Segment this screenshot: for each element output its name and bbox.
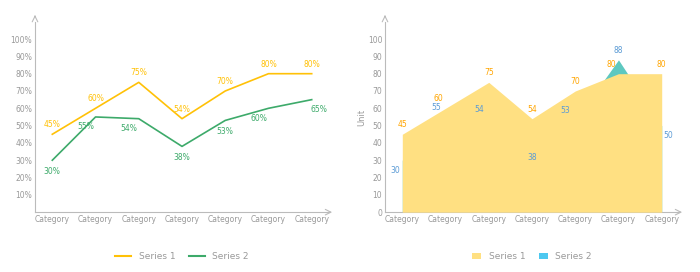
Text: 80%: 80% [303,60,320,69]
Text: 30: 30 [391,166,400,175]
Y-axis label: Unit: Unit [357,109,366,125]
Text: 60%: 60% [87,94,104,103]
Text: 80%: 80% [260,60,276,69]
Text: 55%: 55% [78,122,94,131]
Text: 54: 54 [527,105,537,114]
Text: 53: 53 [561,106,570,116]
Text: 53%: 53% [217,127,234,136]
Text: 54%: 54% [120,124,137,133]
Text: 70: 70 [570,77,580,86]
Text: 38%: 38% [174,153,190,162]
Legend: Series 1, Series 2: Series 1, Series 2 [469,249,595,265]
Text: 60%: 60% [251,114,267,123]
Text: 50: 50 [664,131,673,140]
Text: 54%: 54% [174,105,190,114]
Text: 45: 45 [398,120,407,129]
Text: 60: 60 [434,94,444,103]
Text: 38: 38 [527,153,537,162]
Text: 80: 80 [657,60,666,69]
Text: 75: 75 [484,68,494,78]
Text: 88: 88 [614,46,623,55]
Text: 80: 80 [607,60,616,69]
Text: 55: 55 [431,103,441,112]
Text: 65%: 65% [310,105,327,114]
Text: 70%: 70% [217,77,234,86]
Text: 75%: 75% [130,68,147,78]
Text: 45%: 45% [44,120,61,129]
Text: 54: 54 [474,105,484,114]
Legend: Series 1, Series 2: Series 1, Series 2 [111,249,253,265]
Text: 30%: 30% [44,167,61,176]
